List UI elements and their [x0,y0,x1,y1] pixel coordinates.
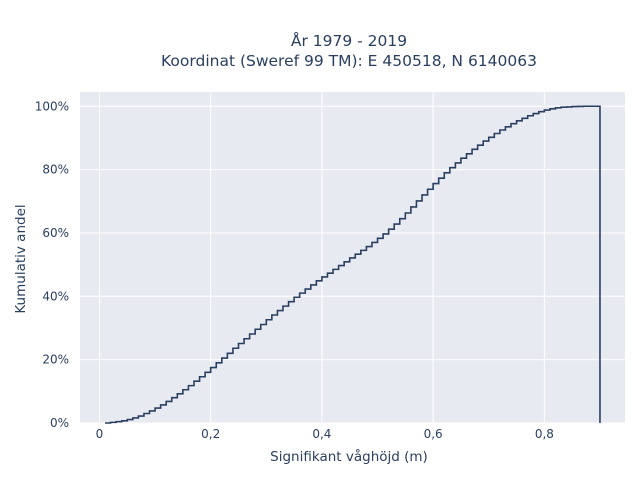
y-tick-label: 0% [50,416,69,430]
x-gridlines [98,92,545,423]
x-tick-label: 0,4 [312,427,331,441]
chart-title-line-2: Koordinat (Sweref 99 TM): E 450518, N 61… [161,52,537,70]
y-tick-label: 80% [42,163,69,177]
x-tick-labels: 0 0,2 0,4 0,6 0,8 [96,427,554,441]
x-tick-label: 0,8 [535,427,554,441]
y-tick-labels: 0% 20% 40% 60% 80% 100% [35,99,69,430]
x-tick-label: 0,6 [424,427,443,441]
cumulative-step-line [105,105,601,424]
x-tick-label: 0 [96,427,104,441]
y-tick-label: 40% [42,289,69,303]
y-axis-title: Kumulativ andel [13,204,29,313]
x-tick-label: 0,2 [201,427,220,441]
y-tick-label: 60% [42,226,69,240]
series-layer [105,105,601,424]
y-tick-label: 100% [35,99,69,113]
x-axis-title: Signifikant våghöjd (m) [270,448,428,465]
chart-title-line-1: År 1979 - 2019 [291,31,407,50]
y-gridlines [80,105,625,424]
y-tick-label: 20% [42,353,69,367]
